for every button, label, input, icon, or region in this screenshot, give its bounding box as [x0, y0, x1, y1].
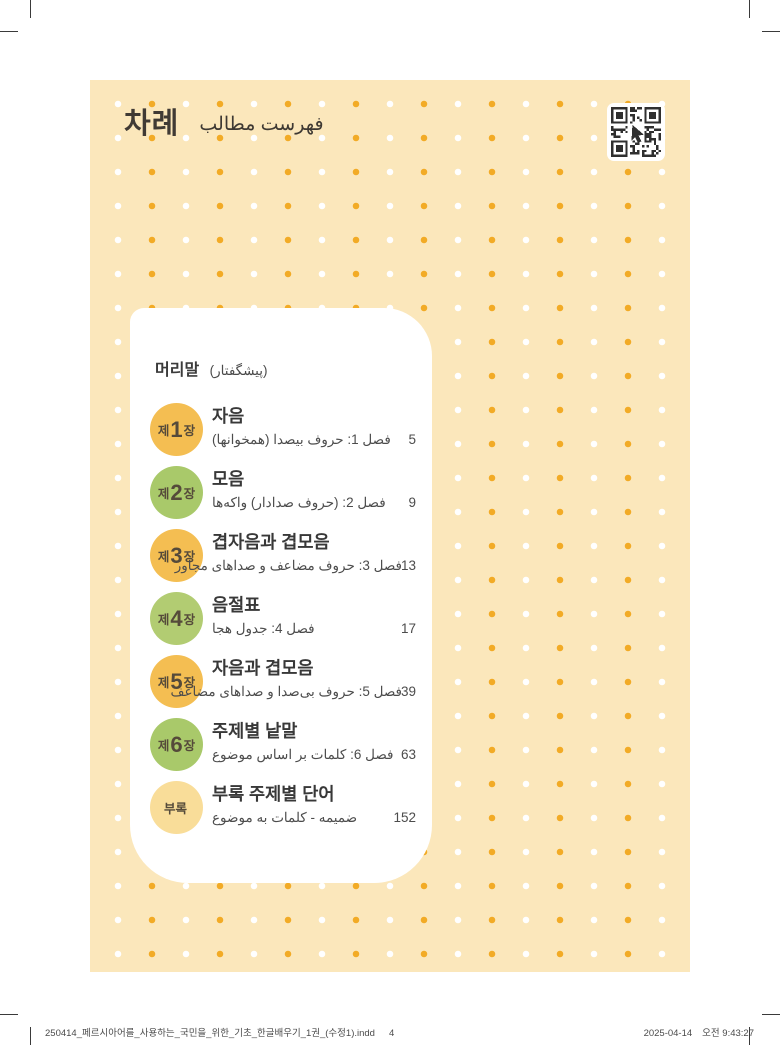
page-title-persian: فهرست مطالب: [199, 114, 324, 135]
crop-mark: [0, 31, 18, 32]
chapter-text: 부록 주제별 단어 ضمیمه - کلمات به موضوع: [212, 784, 402, 826]
crop-mark: [749, 1027, 750, 1045]
chapter-badge-prefix: 제: [157, 550, 170, 564]
footer-sheet-number: 4: [388, 1028, 395, 1039]
chapter-badge-prefix: 제: [157, 424, 170, 438]
chapter-title-korean: 자음: [212, 406, 245, 426]
chapter-text: 주제별 낱말 فصل 6: کلمات بر اساس موضوع: [212, 721, 402, 763]
chapter-badge-number: 3: [170, 542, 183, 568]
chapter-badge-prefix: 제: [157, 739, 170, 753]
chapter-page-number: 152: [393, 810, 416, 825]
footer-timestamp: 2025-04-14 오전 9:43:27: [644, 1025, 754, 1039]
chapter-title-korean: 겹자음과 겹모음: [212, 532, 330, 552]
chapter-badge-prefix: 부록: [163, 802, 187, 816]
chapter-title-persian: ضمیمه - کلمات به موضوع: [212, 809, 358, 825]
crop-mark: [0, 1014, 18, 1015]
chapter-text: 자음과 겹모음 فصل 5: حروف بی‌صدا و صداهای مضاع…: [170, 658, 402, 700]
footer-file-name: 250414_페르시아어를_사용하는_국민을_위한_기초_한글배우기_1권_(수…: [45, 1028, 375, 1039]
chapter-page-number: 63: [400, 747, 416, 762]
chapter-badge: 부록: [150, 781, 203, 834]
chapter-badge-number: 5: [170, 668, 183, 694]
page-header: 차례 فهرست مطالب: [124, 100, 324, 142]
chapter-title-persian: فصل 5: حروف بی‌صدا و صداهای مضاعف: [170, 683, 402, 699]
chapter-text: 모음 فصل 2: (حروف صدادار) واکه‌ها: [212, 469, 402, 511]
chapter-page-number: 13: [400, 558, 416, 573]
chapter-badge-prefix: 제: [157, 613, 170, 627]
chapter-title-persian: فصل 2: (حروف صدادار) واکه‌ها: [212, 494, 386, 510]
preface-row: 머리말 (پیشگفتار): [155, 356, 267, 380]
footer-time: 오전 9:43:27: [702, 1028, 754, 1039]
chapter-title-persian: فصل 1: حروف بیصدا (همخوانها): [212, 431, 391, 447]
chapter-title-korean: 모음: [212, 469, 245, 489]
chapter-page-number: 39: [400, 684, 416, 699]
chapter-title-persian: فصل 6: کلمات بر اساس موضوع: [212, 746, 394, 762]
chapter-badge-suffix: 장: [183, 487, 196, 501]
qr-center-cursor-icon: [631, 124, 644, 143]
chapter-text: 자음 فصل 1: حروف بیصدا (همخوانها): [212, 406, 402, 448]
chapter-title-korean: 자음과 겹모음: [212, 658, 314, 678]
preface-label-korean: 머리말: [155, 362, 200, 379]
chapter-badge-prefix: 제: [157, 676, 170, 690]
footer-date: 2025-04-14: [643, 1028, 693, 1039]
toc-row: 부록 부록 주제별 단어 ضمیمه - کلمات به موضوع 152: [150, 781, 416, 837]
chapter-badge-prefix: 제: [157, 487, 170, 501]
page-title-korean: 차례: [124, 108, 180, 140]
crop-mark: [30, 1027, 31, 1045]
chapter-title-persian: فصل 4: جدول هجا: [212, 620, 315, 636]
chapter-badge-suffix: 장: [183, 550, 196, 564]
chapter-badge-suffix: 장: [183, 613, 196, 627]
chapter-badge-suffix: 장: [183, 739, 196, 753]
crop-mark: [762, 1014, 780, 1015]
footer-file-info: 250414_페르시아어를_사용하는_국민을_위한_기초_한글배우기_1권_(수…: [45, 1025, 394, 1039]
crop-mark: [762, 31, 780, 32]
chapter-page-number: 17: [400, 621, 416, 636]
chapter-badge-number: 4: [170, 605, 183, 631]
chapter-title-korean: 음절표: [212, 595, 261, 615]
chapter-title-korean: 부록 주제별 단어: [212, 784, 335, 804]
qr-code-pattern: [611, 107, 661, 157]
chapter-page-number: 5: [408, 432, 416, 447]
crop-mark: [749, 0, 750, 18]
chapter-badge-number: 1: [170, 416, 183, 442]
chapter-badge-suffix: 장: [183, 676, 196, 690]
chapter-text: 겹자음과 겹모음 فصل 3: حروف مضاعف و صداهای مجاو…: [174, 532, 402, 574]
chapter-page-number: 9: [408, 495, 416, 510]
qr-code: [607, 103, 665, 161]
crop-mark: [30, 0, 31, 18]
chapter-title-korean: 주제별 낱말: [212, 721, 298, 741]
chapter-title-persian: فصل 3: حروف مضاعف و صداهای مجاور: [174, 557, 402, 573]
chapter-badge-number: 6: [170, 731, 183, 757]
chapter-badge-suffix: 장: [183, 424, 196, 438]
chapter-badge-number: 2: [170, 479, 183, 505]
chapter-text: 음절표 فصل 4: جدول هجا: [212, 595, 402, 637]
preface-label-persian: (پیشگفتار): [209, 363, 268, 378]
